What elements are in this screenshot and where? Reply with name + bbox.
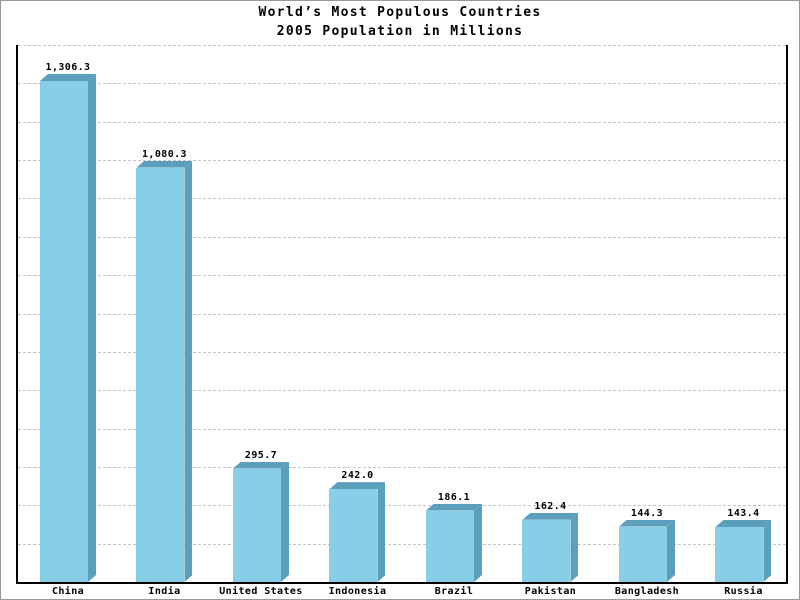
bar-side-face-bangladesh [667,520,675,582]
gridline [18,428,786,430]
value-label-bangladesh: 144.3 [630,507,664,519]
bar-bangladesh [618,526,667,582]
bar-top-face-india [136,161,192,168]
chart-title: World’s Most Populous Countries [258,5,542,20]
gridline [18,351,786,353]
value-label-pakistan: 162.4 [534,500,567,512]
gridline [18,198,786,200]
value-label-india: 1,080.3 [142,148,187,160]
category-label-united-states: United States [219,586,303,597]
bar-indonesia [329,489,378,582]
bar-side-face-russia [763,520,771,582]
bar-side-face-india [184,161,192,582]
gridline [18,160,786,162]
gridline [18,83,786,85]
bar-side-face-united-states [281,462,289,582]
bar-india [136,167,185,582]
category-label-brazil: Brazil [434,586,474,597]
bar-russia [715,526,764,582]
bar-pakistan [522,519,571,582]
bar-united-states [232,468,281,582]
category-label-india: India [148,586,181,597]
gridline [18,505,786,507]
bar-top-face-bangladesh [619,520,675,527]
bar-side-face-pakistan [570,513,578,582]
value-label-russia: 143.4 [727,507,760,519]
gridline [18,543,786,545]
bar-side-face-china [88,74,96,582]
bar-top-face-russia [715,520,771,527]
gridline [18,45,786,46]
category-label-indonesia: Indonesia [328,586,387,597]
category-label-china: China [51,586,85,597]
chart-subtitle: 2005 Population in Millions [276,24,524,39]
category-label-bangladesh: Bangladesh [614,586,680,597]
category-label-pakistan: Pakistan [524,586,577,597]
value-label-brazil: 186.1 [437,491,471,503]
bar-side-face-brazil [474,504,482,582]
bar-brazil [425,510,474,582]
plot-area: 1,306.3 China 1,080.3 India 295.7 United Stat… [16,45,788,597]
gridline [18,390,786,392]
bar-top-face-pakistan [522,513,578,520]
bar-china [40,80,88,582]
category-label-russia: Russia [724,586,763,597]
bar-top-face-united-states [233,462,289,469]
value-label-united-states: 295.7 [244,449,278,461]
bar-top-face-indonesia [329,482,385,489]
bar-side-face-indonesia [377,482,385,582]
gridline [18,466,786,468]
bar-top-face-china [40,74,96,81]
bar-top-face-brazil [426,504,482,511]
value-label-china: 1,306.3 [45,61,91,73]
gridline [18,313,786,315]
value-label-indonesia: 242.0 [341,470,374,482]
gridline [18,121,786,123]
gridline [18,236,786,238]
gridline [18,275,786,277]
